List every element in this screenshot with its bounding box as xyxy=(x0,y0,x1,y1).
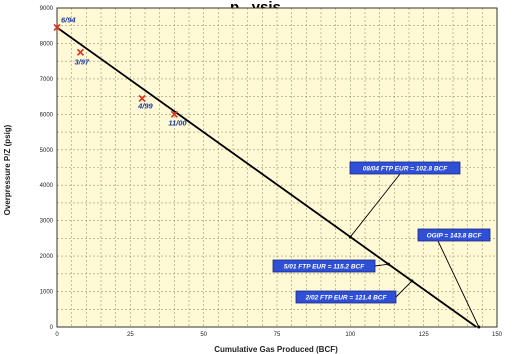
data-point-label: 6/94 xyxy=(61,15,76,24)
data-point xyxy=(53,23,61,32)
data-point-label: 3/97 xyxy=(74,57,89,66)
y-tick-label: 6000 xyxy=(40,112,54,118)
y-tick-label: 0 xyxy=(50,325,54,331)
annotation-box xyxy=(349,161,461,175)
y-axis-label: Overpressure P/Z (psig) xyxy=(3,124,12,215)
y-tick-label: 8000 xyxy=(40,41,54,47)
annotation-arrowhead xyxy=(410,279,414,283)
y-tick-label: 4000 xyxy=(40,183,54,189)
x-axis-label: Cumulative Gas Produced (BCF) xyxy=(214,345,338,354)
annotation-arrow xyxy=(374,263,389,267)
x-tick-label: 0 xyxy=(55,332,59,338)
x-tick-label: 50 xyxy=(200,332,207,338)
data-point xyxy=(138,94,146,102)
annotation-arrowhead xyxy=(348,235,352,239)
x-tick-label: 125 xyxy=(419,332,430,338)
annotation-label: 2/02 FTP EUR = 121.4 BCF xyxy=(305,295,388,302)
x-tick-label: 25 xyxy=(127,332,134,338)
annotation-arrowhead xyxy=(386,262,390,266)
y-tick-label: 1000 xyxy=(40,290,54,296)
data-point xyxy=(76,48,85,56)
y-tick-label: 2000 xyxy=(40,254,54,260)
annotation-arrow xyxy=(395,280,413,298)
annotation-arrow xyxy=(437,240,480,328)
x-tick-label: 75 xyxy=(274,332,281,338)
x-tick-label: 100 xyxy=(345,332,356,338)
annotation-box xyxy=(417,228,491,242)
x-tick-label: 150 xyxy=(492,332,503,338)
annotation-label: OGIP = 143.8 BCF xyxy=(427,233,483,240)
annotation-arrowhead xyxy=(477,325,481,329)
y-tick-label: 5000 xyxy=(40,148,54,154)
y-tick-label: 7000 xyxy=(40,77,54,83)
annotation-box xyxy=(295,290,397,304)
annotation-arrow xyxy=(349,173,401,238)
y-tick-label: 3000 xyxy=(40,219,54,225)
data-point-label: 11/00 xyxy=(168,118,187,127)
data-point-label: 4/99 xyxy=(137,101,153,110)
y-tick-label: 9000 xyxy=(40,6,54,12)
annotation-label: 08/04 FTP EUR = 102.8 BCF xyxy=(363,166,449,173)
annotation-box xyxy=(272,259,376,273)
pz-trend-line xyxy=(56,26,477,328)
plot-frame xyxy=(56,7,498,328)
annotation-label: 5/01 FTP EUR = 115.2 BCF xyxy=(284,264,365,271)
data-point xyxy=(170,110,178,118)
